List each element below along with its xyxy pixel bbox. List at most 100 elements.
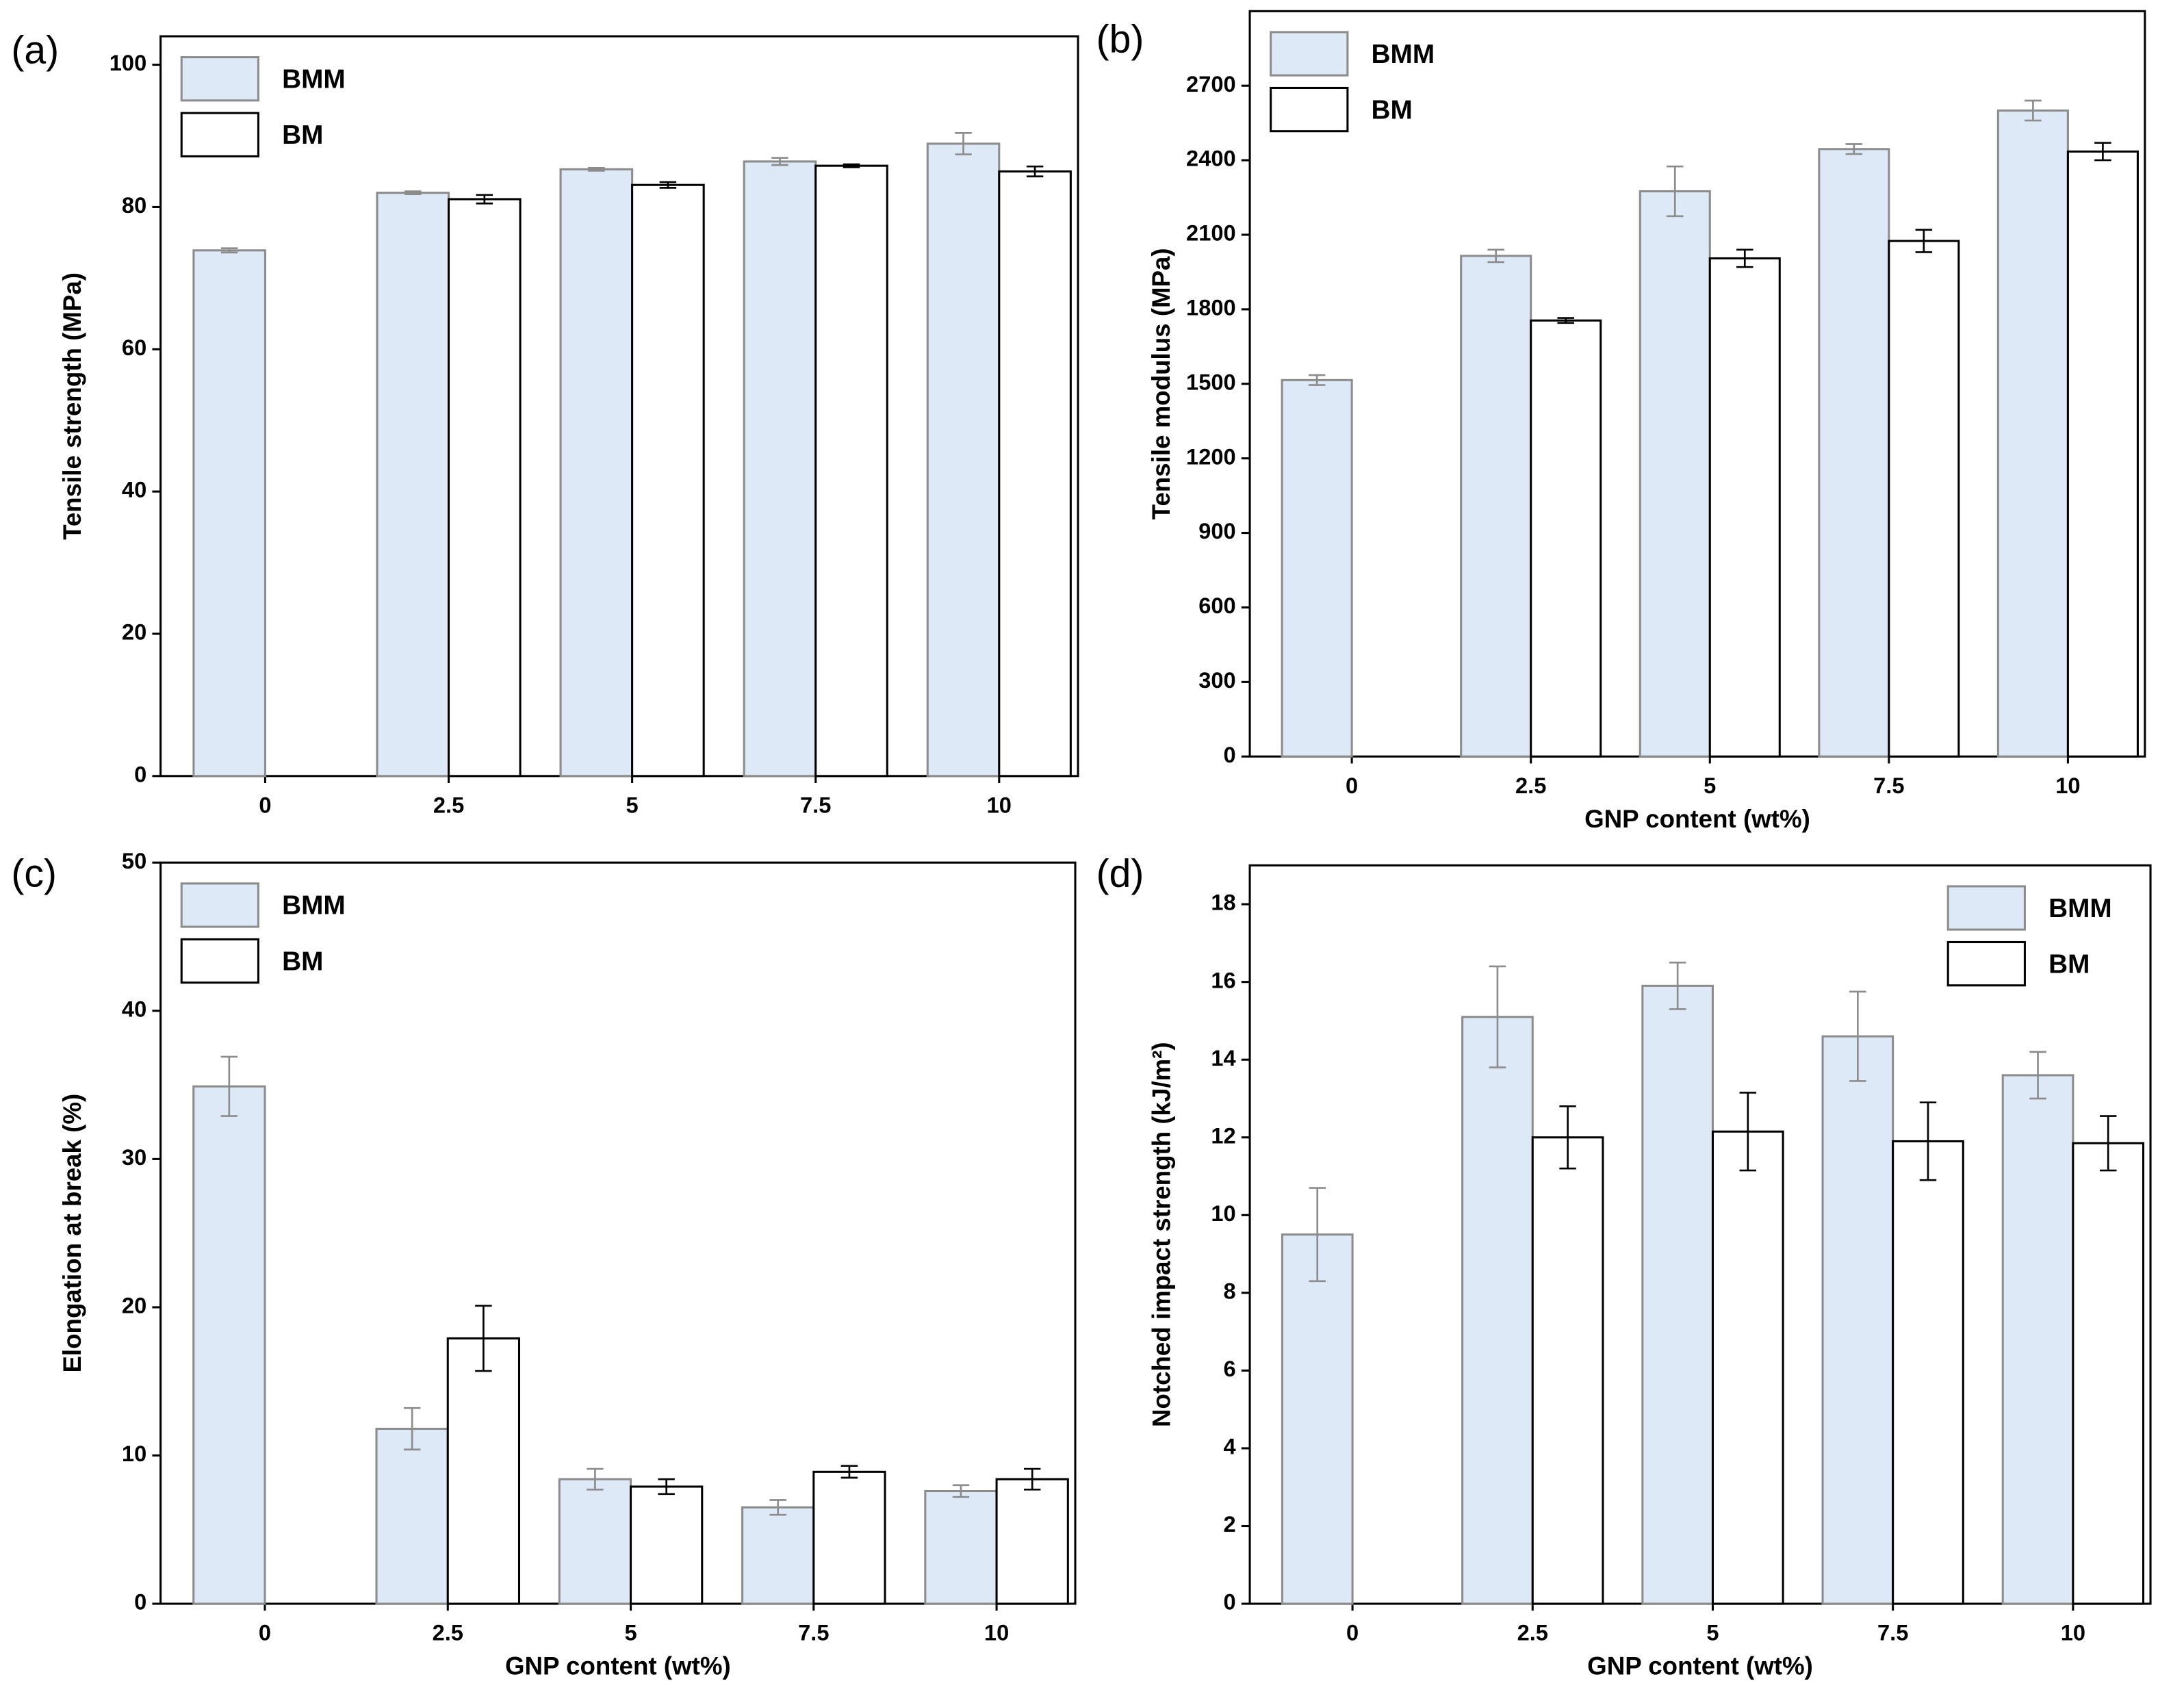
panel-label: (a): [11, 29, 59, 73]
y-tick-label: 0: [134, 761, 146, 786]
y-tick-label: 1200: [1186, 444, 1236, 469]
panel: (b) 0 300 600 900 1200 1500 1800 2100 2400 2700 Ten…: [1096, 10, 2146, 833]
error-bar: [1023, 1467, 1041, 1491]
error-bar: [1849, 990, 1866, 1082]
bar: [743, 160, 817, 778]
y-tick-label: 10: [122, 1441, 146, 1466]
legend-label: BMM: [1372, 40, 1435, 69]
bar: [1892, 1140, 1964, 1605]
error-bar: [1736, 248, 1753, 268]
bar: [192, 249, 266, 778]
y-tick-label: 900: [1198, 518, 1235, 543]
bar: [995, 1478, 1069, 1605]
bar: [2072, 1142, 2145, 1605]
x-tick-label: 5: [626, 792, 639, 817]
x-tick-label: 5: [1706, 1620, 1719, 1645]
bar: [1708, 257, 1781, 758]
x-tick-label: 0: [259, 792, 271, 817]
y-tick-label: 2700: [1186, 71, 1236, 97]
error-bar: [404, 190, 422, 196]
y-tick-label: 6: [1223, 1356, 1235, 1381]
y-tick-label: 10: [1211, 1201, 1235, 1226]
error-bar: [769, 1499, 786, 1516]
legend-swatch: [1270, 31, 1349, 77]
error-bar: [771, 157, 788, 166]
y-tick-label: 1800: [1186, 295, 1236, 320]
y-tick-label: 0: [134, 1589, 146, 1615]
y-tick-label: 0: [1223, 1589, 1235, 1615]
error-bar: [587, 1467, 604, 1491]
error-bar: [2029, 1051, 2046, 1100]
error-bar: [1308, 374, 1326, 386]
legend-label: BMM: [282, 891, 346, 921]
x-tick-label: 10: [984, 1620, 1009, 1645]
y-tick-label: 40: [122, 477, 146, 502]
x-tick-label: 5: [1704, 773, 1716, 798]
error-bar: [1487, 248, 1504, 264]
x-tick-label: 10: [2061, 1620, 2085, 1645]
legend-swatch: [1270, 86, 1349, 133]
error-bar: [1667, 165, 1684, 218]
legend-swatch: [1947, 885, 2026, 931]
bar: [1281, 378, 1353, 758]
bar: [926, 142, 1001, 778]
error-bar: [1669, 961, 1686, 1010]
x-tick-label: 2.5: [433, 1620, 463, 1645]
bar: [446, 1337, 521, 1605]
legend-label: BM: [1372, 95, 1413, 125]
error-bar: [1739, 1092, 1757, 1172]
y-axis-label: Tensile strength (MPa): [58, 272, 86, 540]
y-tick-label: 20: [122, 619, 146, 645]
x-tick-label: 10: [2055, 773, 2080, 798]
x-axis-label: GNP content (wt%): [1584, 805, 1810, 833]
y-tick-label: 50: [122, 848, 146, 873]
bar: [375, 1428, 449, 1605]
bar: [741, 1506, 815, 1605]
y-axis-label: Elongation at break (%): [58, 1094, 86, 1373]
legend-label: BM: [2048, 949, 2090, 979]
bar: [1821, 1035, 1894, 1605]
error-bar: [659, 181, 677, 189]
x-tick-label: 2.5: [433, 792, 464, 817]
bar: [1460, 255, 1532, 758]
error-bar: [588, 166, 605, 172]
y-tick-label: 60: [122, 335, 146, 360]
bar: [1281, 1233, 1354, 1605]
error-bar: [476, 194, 493, 205]
legend-swatch: [1947, 940, 2026, 987]
bar: [1818, 148, 1890, 758]
error-bar: [1559, 1105, 1576, 1170]
error-bar: [1557, 317, 1574, 324]
panel: (a) 0 20 40 60 80 100 Tensile strength (MPa) 0 2.…: [11, 29, 1079, 817]
error-bar: [220, 247, 238, 254]
y-tick-label: 600: [1198, 593, 1235, 618]
error-bar: [2094, 142, 2111, 162]
bar: [924, 1489, 998, 1605]
bar: [2001, 1074, 2074, 1605]
panel-label: (c): [11, 852, 57, 896]
bar: [448, 198, 522, 778]
x-axis-label: GNP content (wt%): [1587, 1652, 1813, 1680]
error-bar: [475, 1305, 492, 1372]
y-tick-label: 18: [1211, 890, 1235, 915]
panel-label: (b): [1096, 17, 1144, 61]
bar: [1639, 190, 1711, 758]
error-bar: [2025, 99, 2042, 122]
y-tick-label: 12: [1211, 1122, 1235, 1148]
y-tick-label: 30: [122, 1144, 146, 1170]
x-axis-label: GNP content (wt%): [505, 1652, 731, 1680]
bar: [2066, 150, 2139, 758]
bar: [1531, 1136, 1604, 1605]
x-tick-label: 5: [624, 1620, 637, 1645]
x-tick-label: 0: [259, 1620, 271, 1645]
y-tick-label: 2: [1223, 1511, 1235, 1537]
bar: [812, 1470, 886, 1605]
x-tick-label: 0: [1346, 773, 1358, 798]
error-bar: [658, 1478, 675, 1496]
x-tick-label: 7.5: [1873, 773, 1904, 798]
legend-label: BMM: [2048, 894, 2112, 923]
bar: [1530, 319, 1602, 758]
y-tick-label: 40: [122, 996, 146, 1021]
